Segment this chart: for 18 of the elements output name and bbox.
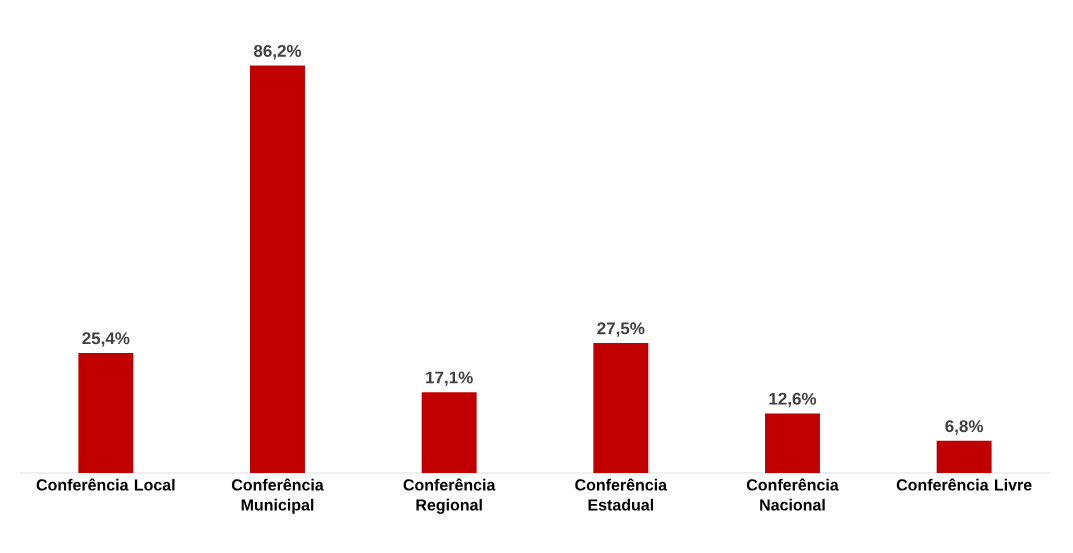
x-tick-label: Conferência Livre <box>896 478 1032 491</box>
bar <box>936 440 992 473</box>
x-tick-label: Conferência Regional <box>403 478 496 514</box>
data-label: 12,6% <box>769 392 817 408</box>
bar <box>421 392 477 473</box>
x-tick-label: Conferência Estadual <box>575 478 668 511</box>
data-label: 27,5% <box>597 322 645 337</box>
x-tick-label: Conferência Local <box>36 478 175 491</box>
x-tick-label: Conferência Nacional <box>746 478 839 511</box>
bar <box>593 343 649 473</box>
bar <box>765 413 820 473</box>
data-label: 25,4% <box>82 332 130 347</box>
data-label: 17,1% <box>426 371 473 386</box>
x-tick-label: Conferência Municipal <box>231 478 324 514</box>
data-label: 6,8% <box>945 420 984 435</box>
data-label: 86,2% <box>253 44 302 60</box>
bar <box>78 352 134 473</box>
bar <box>250 65 305 473</box>
